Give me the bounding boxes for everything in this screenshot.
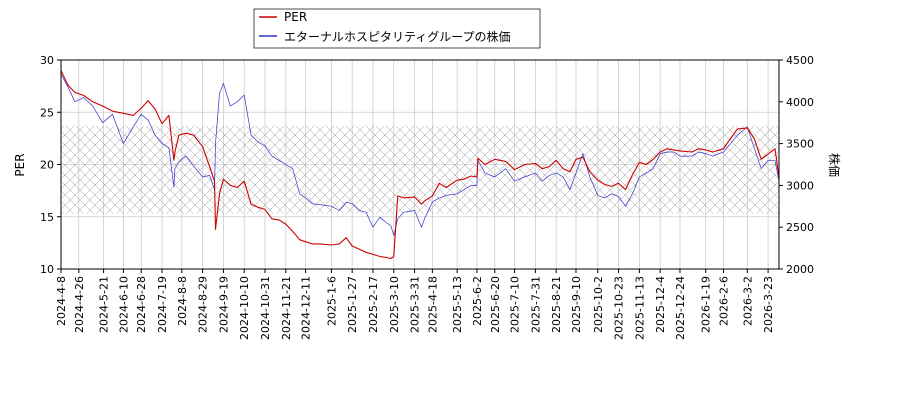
x-tick-label: 2025-12-4: [654, 276, 667, 333]
legend-box: [253, 8, 541, 49]
left-axis-ticks: 10 15 20 25 30: [40, 54, 61, 276]
series-per-line: [61, 70, 779, 260]
x-tick-label: 2024-8-29: [197, 276, 210, 333]
x-tick-label: 2024-6-10: [117, 276, 130, 333]
x-tick-label: 2024-7-19: [156, 276, 169, 333]
y-tick-label: 20: [40, 159, 54, 172]
x-tick-label: 2026-1-19: [700, 276, 713, 333]
x-tick-label: 2024-10-10: [238, 276, 251, 340]
y-tick-label: 25: [40, 106, 54, 119]
x-tick-label: 2025-3-10: [388, 276, 401, 333]
x-tick-label: 2026-3-23: [762, 276, 775, 333]
y2-tick-label: 3500: [786, 138, 814, 151]
x-tick-label: 2025-8-21: [550, 276, 563, 333]
x-tick-label: 2024-8-8: [176, 276, 189, 326]
y-axis-label: PER: [13, 153, 27, 176]
y-tick-label: 10: [40, 263, 54, 276]
right-axis-ticks: 2000 2500 3000 3500 4000 4500: [779, 54, 814, 276]
legend: PER エターナルホスピタリティグループの株価: [253, 8, 541, 49]
x-tick-label: 2025-10-2: [592, 276, 605, 333]
x-axis-ticks: 2024-4-8 2024-4-26 2024-5-21 2024-6-10 2024-…: [55, 269, 775, 340]
x-tick-label: 2024-5-21: [98, 276, 111, 333]
x-tick-label: 2025-6-20: [489, 276, 502, 333]
x-tick-label: 2025-11-13: [633, 276, 646, 340]
x-tick-label: 2026-3-2: [741, 276, 754, 326]
x-tick-label: 2025-12-24: [674, 276, 687, 340]
y2-tick-label: 4500: [786, 54, 814, 67]
x-tick-label: 2025-1-6: [325, 276, 338, 326]
x-tick-label: 2025-2-17: [367, 276, 380, 333]
x-tick-label: 2024-6-28: [135, 276, 148, 333]
y2-tick-label: 2000: [786, 263, 814, 276]
x-tick-label: 2025-9-10: [570, 276, 583, 333]
x-tick-label: 2024-9-19: [217, 276, 230, 333]
y-tick-label: 30: [40, 54, 54, 67]
series-layer: [61, 70, 779, 260]
x-tick-label: 2024-4-26: [73, 276, 86, 333]
x-tick-label: 2024-12-11: [300, 276, 313, 340]
x-tick-label: 2025-5-13: [451, 276, 464, 333]
x-tick-label: 2025-7-31: [529, 276, 542, 333]
legend-label-price: エターナルホスピタリティグループの株価: [284, 29, 511, 44]
y2-tick-label: 3000: [786, 179, 814, 192]
y-tick-label: 15: [40, 211, 54, 224]
y2-tick-label: 2500: [786, 221, 814, 234]
range-band: [61, 125, 779, 214]
x-tick-label: 2025-1-27: [346, 276, 359, 333]
y2-tick-label: 4000: [786, 96, 814, 109]
x-tick-label: 2024-11-21: [280, 276, 293, 340]
legend-label-per: PER: [284, 10, 307, 24]
x-tick-label: 2025-3-31: [409, 276, 422, 333]
x-tick-label: 2025-4-18: [426, 276, 439, 333]
x-tick-label: 2024-10-31: [259, 276, 272, 340]
x-tick-label: 2025-10-23: [613, 276, 626, 340]
y2-axis-label: 株価: [827, 153, 842, 177]
x-tick-label: 2025-7-10: [509, 276, 522, 333]
x-tick-label: 2025-6-2: [471, 276, 484, 326]
x-tick-label: 2024-4-8: [55, 276, 68, 326]
series-price-line: [61, 74, 779, 236]
x-tick-label: 2026-2-6: [718, 276, 731, 326]
